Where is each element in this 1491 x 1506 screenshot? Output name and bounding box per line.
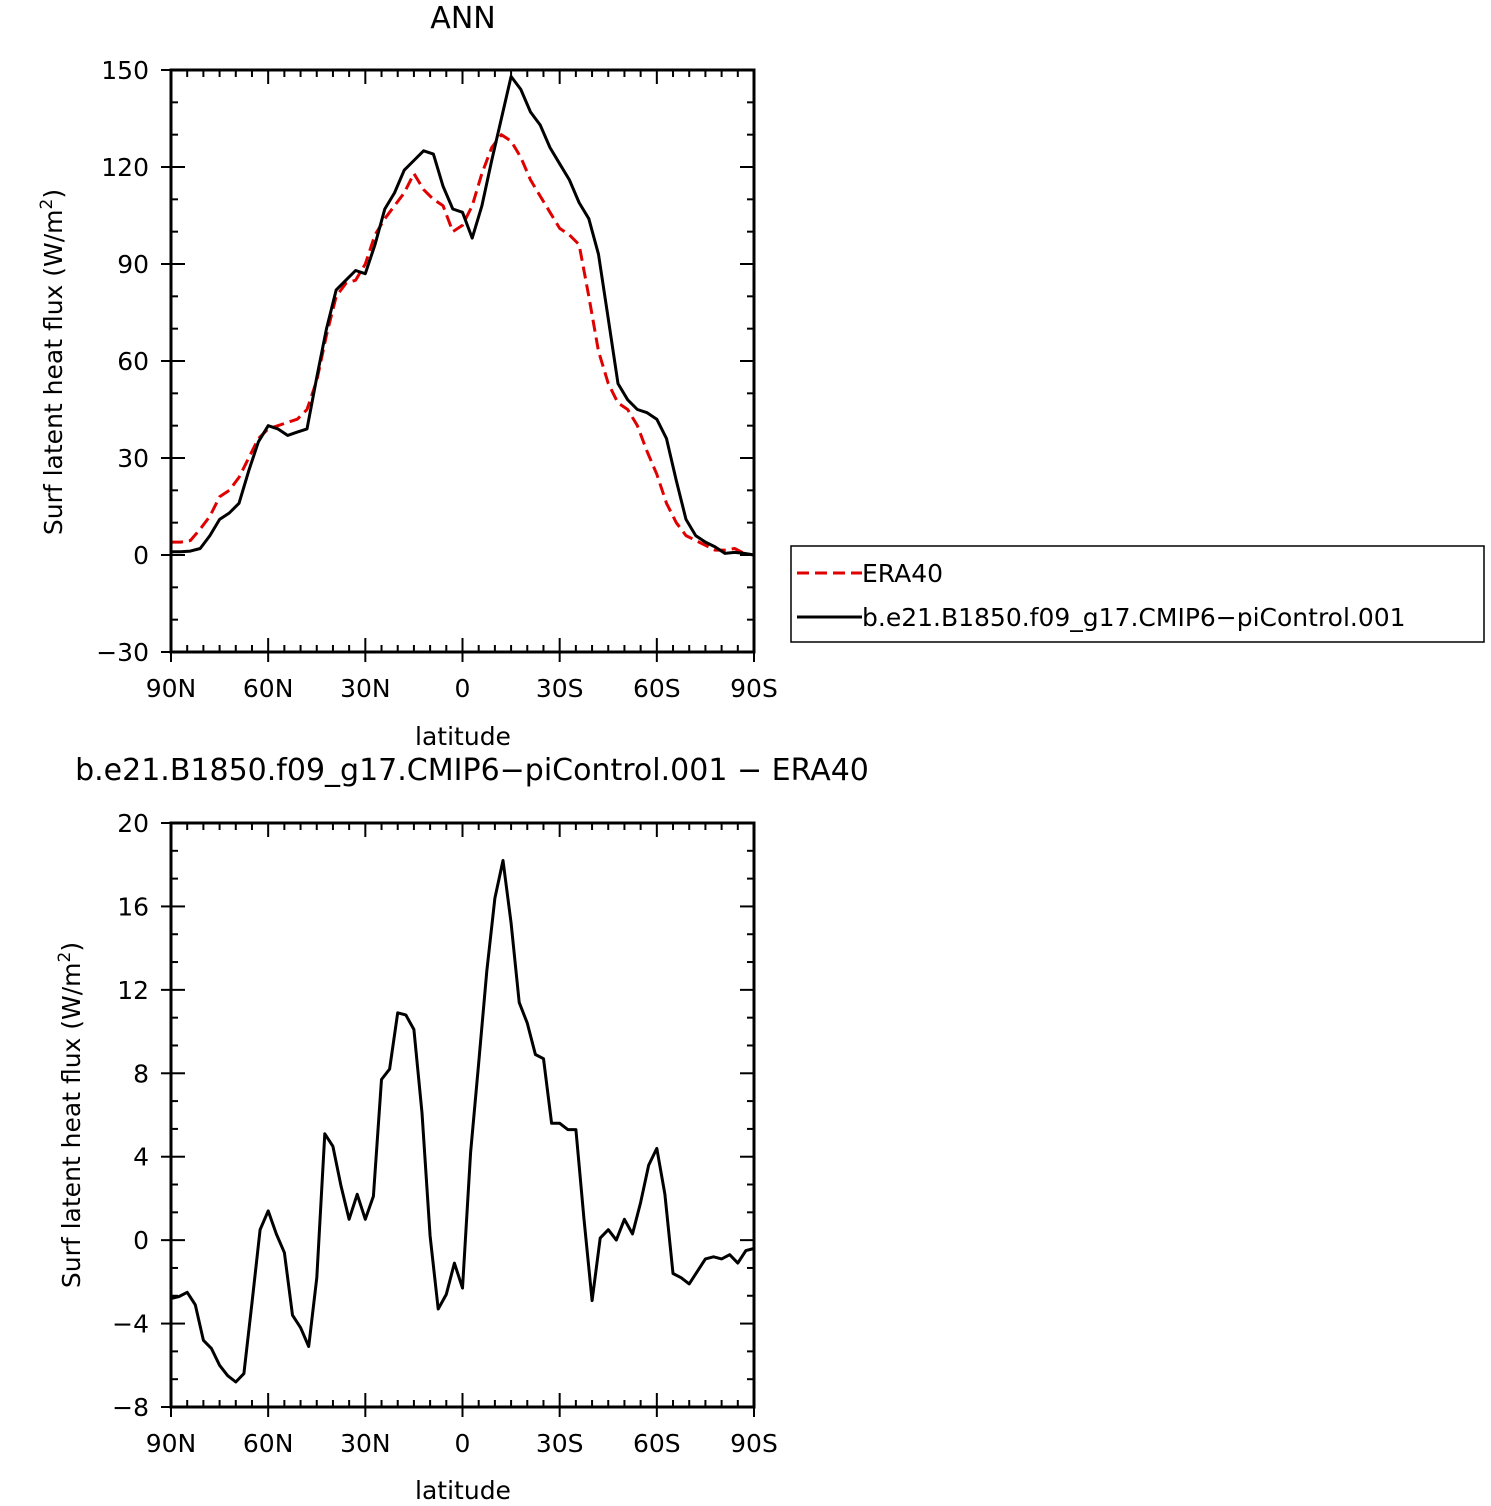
- difference-series-model-line: [170, 859, 755, 1384]
- mean-y-tick-label: 90: [117, 250, 149, 279]
- difference-x-tick-label: 90N: [146, 1429, 197, 1458]
- mean-y-tick-label: 150: [101, 56, 149, 85]
- mean-series-era40-line: [171, 133, 755, 557]
- difference-ticks: [161, 822, 755, 1417]
- difference-x-tick-label: 90S: [730, 1429, 778, 1458]
- difference-y-tick-label: 16: [117, 892, 149, 921]
- difference-x-tick-label: 60N: [243, 1429, 294, 1458]
- legend-box: [790, 545, 1485, 643]
- mean-x-tick-label: 60N: [243, 674, 294, 703]
- mean-plot-frame: [169, 68, 756, 654]
- difference-y-axis-label: Surf latent heat flux (W/m2): [55, 942, 86, 1288]
- difference-y-tick-label: 8: [133, 1059, 149, 1088]
- mean-x-axis-label: latitude: [415, 722, 511, 751]
- difference-x-tick-label: 60S: [633, 1429, 681, 1458]
- mean-y-axis-label: Surf latent heat flux (W/m2): [37, 189, 68, 535]
- mean-panel: ANN 90N 60N 30N 0 30S 60S 90S−300306090120150 …: [37, 1, 1485, 751]
- mean-y-tick-label: 120: [101, 153, 149, 182]
- difference-y-tick-label: −4: [112, 1310, 149, 1339]
- mean-series-model-line: [171, 75, 755, 557]
- difference-y-tick-label: 4: [133, 1143, 149, 1172]
- mean-ticks: [161, 69, 755, 662]
- mean-panel-title: ANN: [430, 1, 495, 36]
- mean-y-tick-label: −30: [96, 638, 149, 667]
- mean-tick-labels: 90N 60N 30N 0 30S 60S 90S −30 0 30 60 90 120 150: [96, 56, 778, 703]
- difference-series-layer: [170, 859, 755, 1384]
- difference-x-tick-label: 30S: [536, 1429, 584, 1458]
- legend-era40-label: ERA40: [862, 559, 943, 588]
- mean-x-tick-label: 30N: [340, 674, 391, 703]
- legend: ERA40 b.e21.B1850.f09_g17.CMIP6−piContro…: [790, 545, 1485, 643]
- mean-x-tick-label: 90N: [146, 674, 197, 703]
- difference-panel-title: b.e21.B1850.f09_g17.CMIP6−piControl.001 …: [75, 753, 869, 788]
- difference-x-tick-label: 0: [455, 1429, 471, 1458]
- difference-y-tick-label: −8: [112, 1393, 149, 1422]
- difference-plot-frame: [169, 821, 756, 1409]
- mean-x-tick-label: 90S: [730, 674, 778, 703]
- mean-y-tick-label: 60: [117, 347, 149, 376]
- mean-x-tick-label: 0: [455, 674, 471, 703]
- mean-y-tick-label: 30: [117, 444, 149, 473]
- mean-series-layer: [171, 75, 755, 557]
- difference-y-tick-label: 12: [117, 976, 149, 1005]
- legend-model-label: b.e21.B1850.f09_g17.CMIP6−piControl.001: [862, 603, 1406, 632]
- mean-y-tick-label: 0: [133, 541, 149, 570]
- mean-x-tick-label: 60S: [633, 674, 681, 703]
- mean-x-tick-label: 30S: [536, 674, 584, 703]
- difference-x-tick-label: 30N: [340, 1429, 391, 1458]
- difference-x-axis-label: latitude: [415, 1476, 511, 1505]
- difference-tick-labels: 90N 60N 30N 0 30S 60S 90S −8 −4 0 4 8 12 16 20: [112, 809, 778, 1458]
- difference-y-tick-label: 0: [133, 1226, 149, 1255]
- difference-panel: b.e21.B1850.f09_g17.CMIP6−piControl.001 …: [55, 753, 869, 1505]
- difference-y-tick-label: 20: [117, 809, 149, 838]
